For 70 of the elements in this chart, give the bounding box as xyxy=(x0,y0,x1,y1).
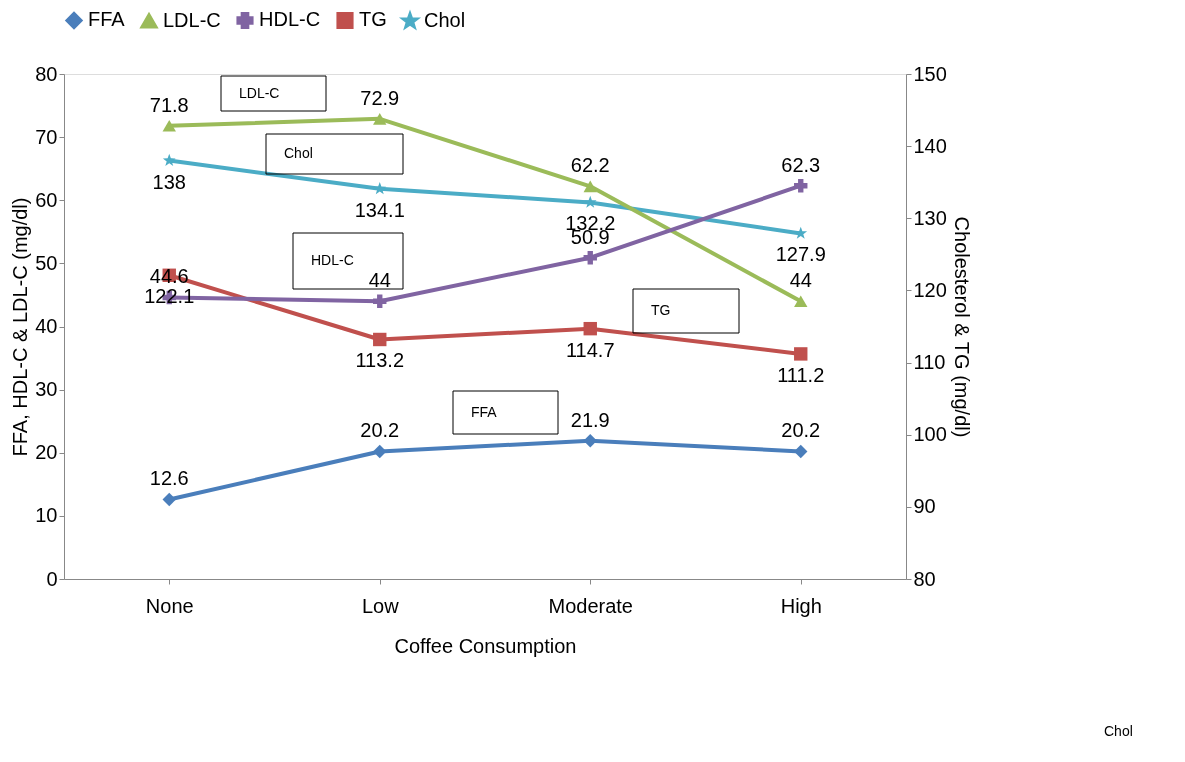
point xyxy=(583,195,597,208)
y-tick-label: 0 xyxy=(46,567,58,590)
legend-label: LDL-C xyxy=(163,8,221,31)
data-label: 62.3 xyxy=(781,153,821,176)
data-label: 44.6 xyxy=(149,265,189,288)
y-tick-label: 50 xyxy=(35,251,58,274)
point xyxy=(373,294,387,308)
y2-tick-label: 110 xyxy=(913,351,946,374)
y2-axis-title: Cholesterol & TG (mg/dl) xyxy=(950,216,973,438)
point xyxy=(583,434,597,448)
point xyxy=(794,295,808,308)
annotation: FFA xyxy=(471,403,498,420)
data-label: 138 xyxy=(152,170,186,193)
y-tick-label: 70 xyxy=(35,125,58,148)
y2-tick-label: 90 xyxy=(913,495,936,518)
x-axis-title: Coffee Consumption xyxy=(394,634,577,657)
point xyxy=(373,113,387,125)
point xyxy=(162,119,176,132)
y2-tick-label: 120 xyxy=(913,278,947,301)
x-tick-label: None xyxy=(145,594,194,617)
y2-tick-label: 150 xyxy=(913,62,947,85)
point xyxy=(162,153,176,167)
legend-label: FFA xyxy=(88,8,126,31)
x-tick-label: Moderate xyxy=(548,594,633,617)
annotation: HDL-C xyxy=(311,252,354,268)
annotation: Chol xyxy=(284,145,313,161)
annotation: TG xyxy=(651,302,671,318)
point xyxy=(794,226,808,239)
data-label: 12.6 xyxy=(149,467,189,490)
y-tick-label: 80 xyxy=(35,62,58,85)
data-label: 111.2 xyxy=(777,363,825,386)
data-label: 44 xyxy=(789,269,812,292)
annotation: LDL-C xyxy=(239,84,280,101)
legend-label: HDL-C xyxy=(259,8,321,31)
data-label: 20.2 xyxy=(360,419,400,442)
y-tick-label: 30 xyxy=(35,378,58,401)
point xyxy=(583,321,597,336)
point xyxy=(162,492,176,507)
point xyxy=(373,332,387,347)
x-tick-label: Low xyxy=(361,594,400,617)
point xyxy=(373,444,387,459)
data-label: 127.9 xyxy=(775,243,826,266)
y-axis-title: FFA, HDL-C & LDL-C (mg/dl) xyxy=(9,197,32,457)
y2-tick-label: 140 xyxy=(913,134,947,157)
data-label: 21.9 xyxy=(570,408,610,431)
data-label: 72.9 xyxy=(360,86,400,109)
point xyxy=(794,179,808,193)
y-tick-label: 20 xyxy=(35,441,58,464)
data-label: 134.1 xyxy=(354,198,405,221)
data-label: 44 xyxy=(368,269,391,292)
x-tick-label: High xyxy=(780,594,822,617)
point xyxy=(373,182,387,195)
legend-label: TG xyxy=(359,8,387,31)
point xyxy=(794,347,808,361)
data-label: 71.8 xyxy=(149,93,189,116)
point xyxy=(794,444,808,459)
data-label: 20.2 xyxy=(781,419,821,442)
y-tick-label: 60 xyxy=(35,188,58,211)
text: Chol xyxy=(1104,723,1133,739)
data-label: 114.7 xyxy=(565,338,615,361)
y-tick-label: 10 xyxy=(35,504,58,527)
y2-tick-label: 80 xyxy=(913,567,936,590)
point xyxy=(583,180,597,193)
data-label: 113.2 xyxy=(355,349,405,372)
y-tick-label: 40 xyxy=(35,315,58,337)
y2-tick-label: 130 xyxy=(913,206,947,229)
data-label: 62.2 xyxy=(570,154,610,177)
legend-label: Chol xyxy=(424,9,466,32)
point xyxy=(583,250,597,265)
y2-tick-label: 100 xyxy=(913,423,947,446)
